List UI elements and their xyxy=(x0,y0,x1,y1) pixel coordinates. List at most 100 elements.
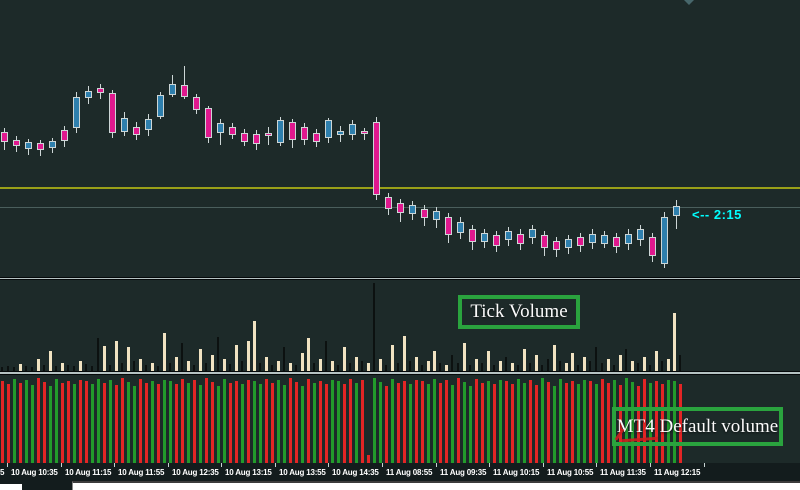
volume-bar xyxy=(547,382,550,463)
candle-body xyxy=(265,133,272,136)
candle-body xyxy=(493,235,500,246)
tick-volume-bar xyxy=(475,359,478,371)
volume-bar xyxy=(379,382,382,463)
volume-bar xyxy=(265,379,268,463)
volume-bar xyxy=(151,381,154,463)
candle-body xyxy=(145,119,152,130)
tick-volume-bar xyxy=(43,365,45,371)
time-callout: <-- 2:15 xyxy=(692,207,742,222)
volume-bar xyxy=(475,379,478,463)
volume-bar xyxy=(595,384,598,463)
candle-body xyxy=(541,235,548,248)
lower-window-edge[interactable] xyxy=(72,481,800,490)
volume-bar xyxy=(169,381,172,463)
candle-body xyxy=(325,120,332,138)
x-axis-label: 10 Aug 13:15 xyxy=(225,468,272,477)
tick-volume-bar xyxy=(283,347,285,371)
mt4-volume-pane[interactable]: MT4 Default volume xyxy=(0,375,800,463)
tick-volume-bar xyxy=(115,341,118,371)
volume-bar xyxy=(601,379,604,463)
tick-volume-bar xyxy=(301,353,304,371)
tick-volume-bar xyxy=(433,351,436,371)
tick-volume-pane[interactable]: Tick Volume xyxy=(0,280,800,371)
volume-bar xyxy=(1,381,4,463)
tick-volume-bar xyxy=(163,333,166,371)
tick-volume-bar xyxy=(619,355,622,371)
tick-volume-bar xyxy=(205,363,207,371)
volume-bar xyxy=(79,380,82,463)
tick-volume-bar xyxy=(1,367,3,371)
volume-bar xyxy=(205,378,208,463)
tick-volume-bar xyxy=(19,364,22,371)
candle-body xyxy=(577,237,584,246)
tick-volume-bar xyxy=(307,338,310,371)
tick-volume-bar xyxy=(445,365,448,371)
tick-volume-bar xyxy=(505,357,507,371)
volume-bar xyxy=(403,381,406,463)
candle-body xyxy=(649,237,656,256)
volume-bar xyxy=(217,386,220,463)
volume-bar xyxy=(241,384,244,463)
candle-body xyxy=(553,241,560,250)
tick-volume-bar xyxy=(499,361,502,371)
tick-volume-bar xyxy=(361,361,363,371)
tick-volume-bar xyxy=(61,363,64,371)
volume-bar xyxy=(331,380,334,463)
pane-divider-1[interactable] xyxy=(0,277,800,280)
tick-volume-bar xyxy=(457,363,459,371)
volume-bar xyxy=(25,380,28,463)
chart-shift-marker-icon[interactable] xyxy=(684,0,694,5)
x-axis-tick xyxy=(275,463,276,467)
candle-wick xyxy=(364,128,365,140)
volume-bar xyxy=(577,384,580,463)
volume-bar xyxy=(445,380,448,463)
candle-body xyxy=(121,118,128,132)
candle-body xyxy=(109,93,116,133)
candle-body xyxy=(601,235,608,244)
tick-volume-bar xyxy=(271,365,273,371)
volume-bar xyxy=(211,382,214,463)
tick-volume-bar xyxy=(37,359,40,371)
x-axis-tick xyxy=(650,463,651,467)
x-axis-tick xyxy=(7,463,8,467)
volume-bar xyxy=(313,383,316,463)
volume-bar xyxy=(343,384,346,463)
tick-volume-bar xyxy=(67,365,69,371)
tick-volume-bar xyxy=(169,363,171,371)
volume-bar xyxy=(451,385,454,463)
volume-bar xyxy=(463,382,466,463)
volume-bar xyxy=(433,379,436,463)
tick-volume-bar xyxy=(385,365,387,371)
tick-volume-bar xyxy=(349,363,351,371)
volume-bar xyxy=(625,378,628,463)
pane-divider-2[interactable] xyxy=(0,371,800,375)
volume-bar xyxy=(31,385,34,463)
tick-volume-bar xyxy=(259,363,261,371)
volume-bar xyxy=(355,383,358,463)
tick-volume-bar xyxy=(517,365,519,371)
candle-body xyxy=(433,211,440,220)
volume-bar xyxy=(517,379,520,463)
volume-bar xyxy=(385,386,388,463)
tick-volume-bar xyxy=(85,364,87,371)
tick-volume-bar xyxy=(613,365,615,371)
x-axis-label: 5 xyxy=(0,468,5,477)
candle-body xyxy=(517,234,524,244)
volume-bar xyxy=(427,384,430,463)
candle-body xyxy=(97,88,104,93)
volume-bar xyxy=(67,381,70,463)
tick-volume-bar xyxy=(211,355,214,371)
tick-volume-bar xyxy=(133,361,135,371)
x-axis-label: 11 Aug 09:35 xyxy=(440,468,487,477)
volume-bar xyxy=(421,381,424,463)
volume-bar xyxy=(253,381,256,463)
time-axis[interactable]: 5 10 Aug 10:35 10 Aug 11:15 10 Aug 11:55 10 … xyxy=(0,463,800,490)
tick-volume-bar xyxy=(139,359,142,371)
x-axis-label: 10 Aug 11:15 xyxy=(65,468,112,477)
x-axis-tick xyxy=(596,463,597,467)
price-chart-pane[interactable]: <-- 2:15 xyxy=(0,0,800,277)
volume-bar xyxy=(37,378,40,463)
tick-volume-bar xyxy=(109,365,111,371)
candle-body xyxy=(217,123,224,133)
